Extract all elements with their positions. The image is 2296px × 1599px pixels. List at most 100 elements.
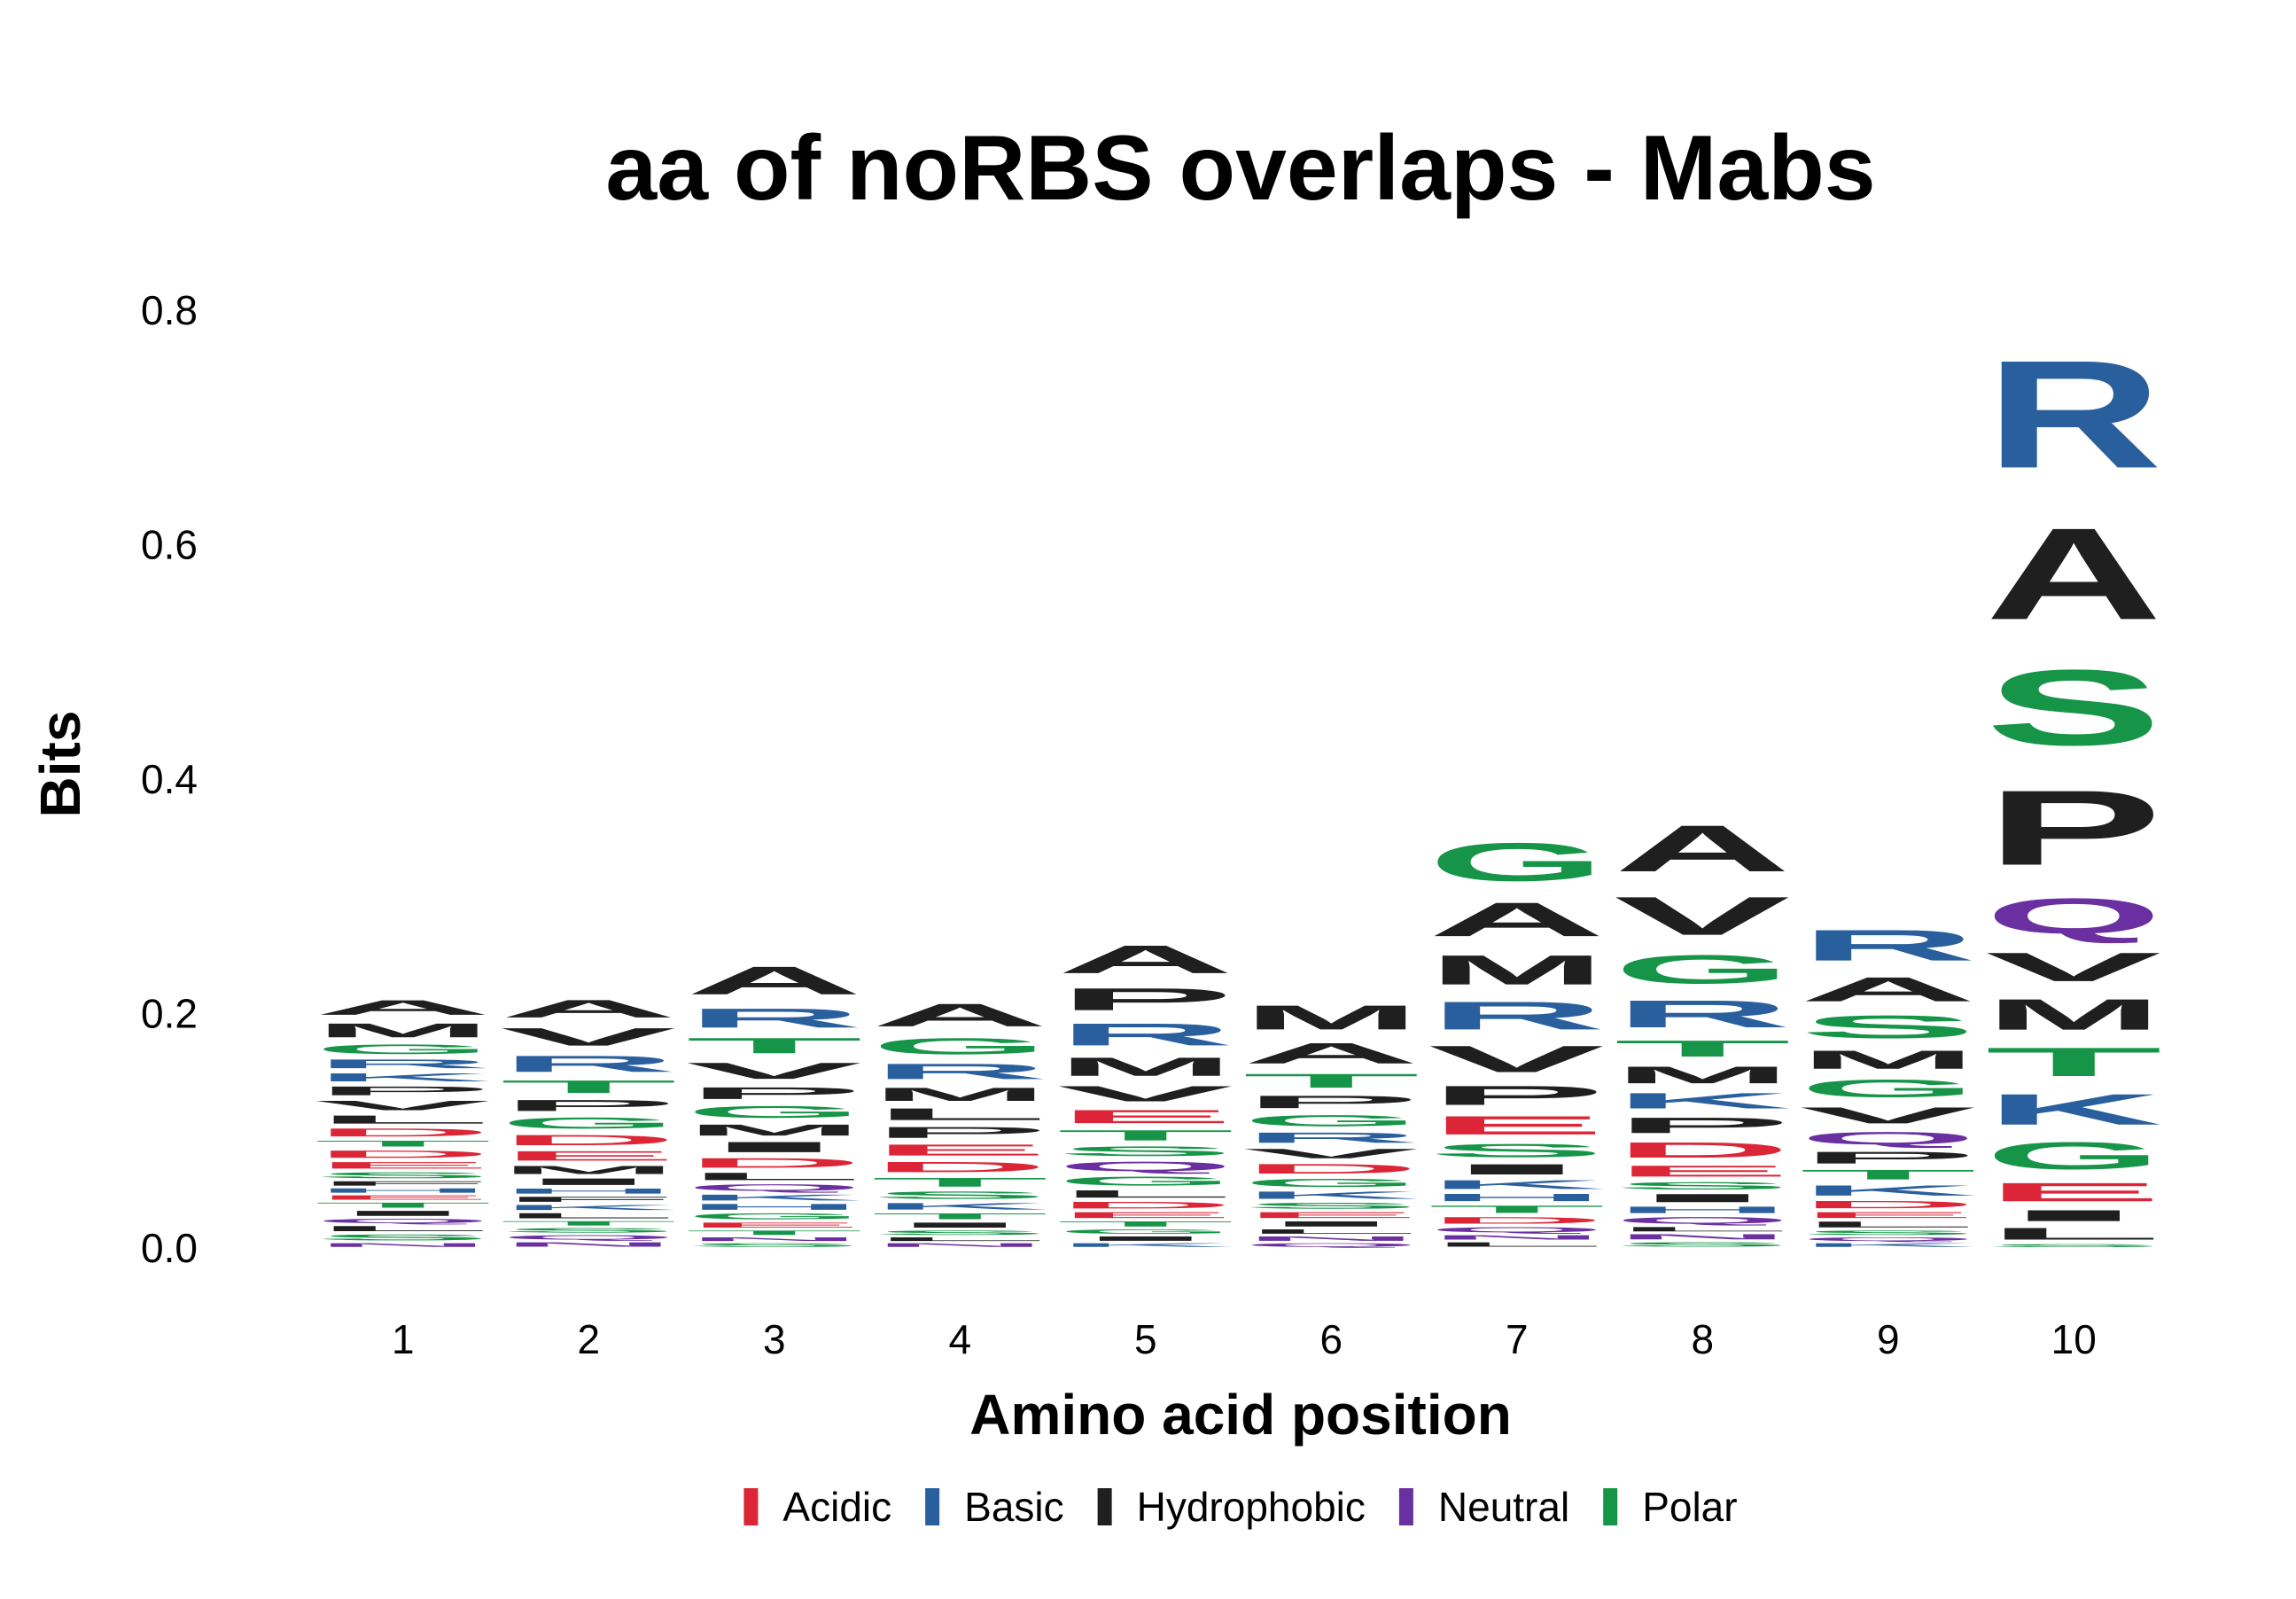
logo-letter-T: T [1614,1036,1791,1062]
logo-letter-D: D [500,1132,677,1149]
chart-title: aa of noRBS overlaps - Mabs [605,117,1875,220]
logo-letter-G: G [1242,1112,1420,1129]
logo-letter-M: M [1614,1062,1791,1088]
logo-letter-P: P [686,1084,863,1103]
logo-letter-I: I [1614,1191,1791,1205]
logo-letter-S: S [315,1171,492,1181]
logo-letter-Q: Q [315,1218,492,1225]
logo-letter-G: G [1985,1135,2162,1178]
logo-letter-G: G [1242,1176,1420,1190]
logo-letter-N: N [315,1242,492,1248]
logo-letter-S: S [686,1242,863,1248]
logo-letter-R: R [1428,994,1606,1038]
logo-letter-D: D [1057,1200,1234,1211]
logo-letter-R: R [1985,328,2162,500]
logo-letter-M: M [1057,1052,1234,1081]
logo-letter-K: K [500,1204,677,1212]
logo-letter-N: N [686,1236,863,1243]
logo-letter-V: V [315,1098,491,1113]
logo-letter-M: M [1428,947,1606,994]
logo-letter-K: K [1057,1242,1234,1248]
logo-letter-T: T [315,1201,492,1209]
y-axis-label: Bits [28,711,92,818]
logo-letter-L: L [315,1225,492,1233]
logo-letter-P: P [1242,1092,1420,1112]
logo-letter-G: G [686,1103,863,1121]
logo-letter-P: P [871,1124,1048,1142]
legend-item-neutral: Neutral [1398,1484,1569,1530]
logo-letter-L: L [871,1105,1048,1124]
logo-letter-I: I [1057,1235,1234,1242]
logo-letter-T: T [315,1139,492,1149]
logo-letter-S: S [1800,1009,1977,1045]
logo-letter-V: V [500,1023,676,1051]
logo-letter-G: G [1800,1074,1977,1103]
x-axis-ticks: 1 2 3 4 5 6 7 8 9 10 [392,1316,2097,1362]
logo-letter-G: G [500,1114,677,1132]
logo-letter-K: K [1242,1190,1420,1201]
legend-label: Basic [964,1484,1063,1530]
logo-letter-R: R [500,1051,677,1077]
logo-letter-K: K [1614,1088,1791,1113]
logo-letter-T: T [1057,1220,1234,1228]
logo-letter-P: P [1985,768,2162,887]
logo-letter-L: L [1614,1226,1791,1233]
logo-letter-S: S [1985,648,2162,768]
x-tick-label: 5 [1134,1316,1157,1362]
logo-letter-V: V [1985,945,2161,990]
logo-stacks: NSLQITEHFSEDTDLVPKRGMANQSTLKFHIMEDGPTRVA… [315,328,2162,1248]
x-tick-label: 4 [948,1316,971,1362]
logo-letter-Q: Q [1614,1215,1791,1226]
logo-letter-T: T [686,1229,863,1236]
logo-letter-A: A [315,996,492,1019]
logo-letter-A: A [500,994,677,1023]
logo-letter-T: T [1057,1127,1234,1143]
logo-letter-L: L [500,1212,677,1220]
logo-letter-Q: Q [1800,1236,1977,1243]
legend-swatch [1097,1488,1112,1525]
logo-letter-V: V [686,1058,862,1084]
logo-letter-S: S [871,1190,1048,1201]
y-tick-label: 0.4 [141,756,198,802]
logo-letter-M: M [500,1164,677,1177]
logo-letter-T: T [1800,1167,1977,1182]
logo-letter-L: L [871,1236,1048,1243]
logo-letter-E: E [500,1149,677,1164]
logo-letter-M: M [315,1019,492,1041]
logo-letter-K: K [871,1201,1048,1212]
logo-letter-Q: Q [686,1182,863,1193]
legend-item-polar: Polar [1603,1484,1738,1530]
logo-letter-L: L [1985,1225,2162,1244]
legend-label: Hydrophobic [1137,1484,1366,1530]
logo-letter-N: N [500,1241,677,1248]
logo-letter-V: V [1242,1146,1419,1161]
logo-letter-T: T [871,1212,1048,1221]
logo-letter-E: E [871,1142,1048,1159]
logo-letter-A: A [1985,501,2162,647]
logo-letter-Q: Q [1800,1128,1977,1148]
legend-swatch [743,1488,759,1525]
logo-letter-Q: Q [1057,1158,1234,1174]
logo-letter-G: G [871,1034,1048,1059]
logo-letter-N: N [1614,1233,1791,1241]
logo-letter-F: F [315,1180,492,1187]
logo-letter-D: D [1242,1161,1420,1176]
logo-letter-S: S [1614,1241,1791,1248]
legend-item-acidic: Acidic [743,1484,891,1530]
logo-letter-P: P [1800,1149,1977,1167]
logo-letter-M: M [871,1084,1048,1105]
x-tick-label: 6 [1319,1316,1343,1362]
logo-letter-L: L [1800,1220,1977,1229]
logo-letter-D: D [686,1155,863,1170]
logo-letter-M: M [1800,1045,1977,1074]
y-tick-label: 0.0 [141,1225,198,1271]
logo-letter-S: S [1985,1244,2162,1248]
logo-letter-R: R [686,1002,863,1033]
logo-letter-E: E [686,1221,863,1229]
logo-letter-G: G [1614,947,1791,992]
y-tick-label: 0.8 [141,287,198,333]
